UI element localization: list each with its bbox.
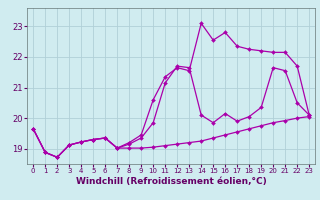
X-axis label: Windchill (Refroidissement éolien,°C): Windchill (Refroidissement éolien,°C): [76, 177, 267, 186]
